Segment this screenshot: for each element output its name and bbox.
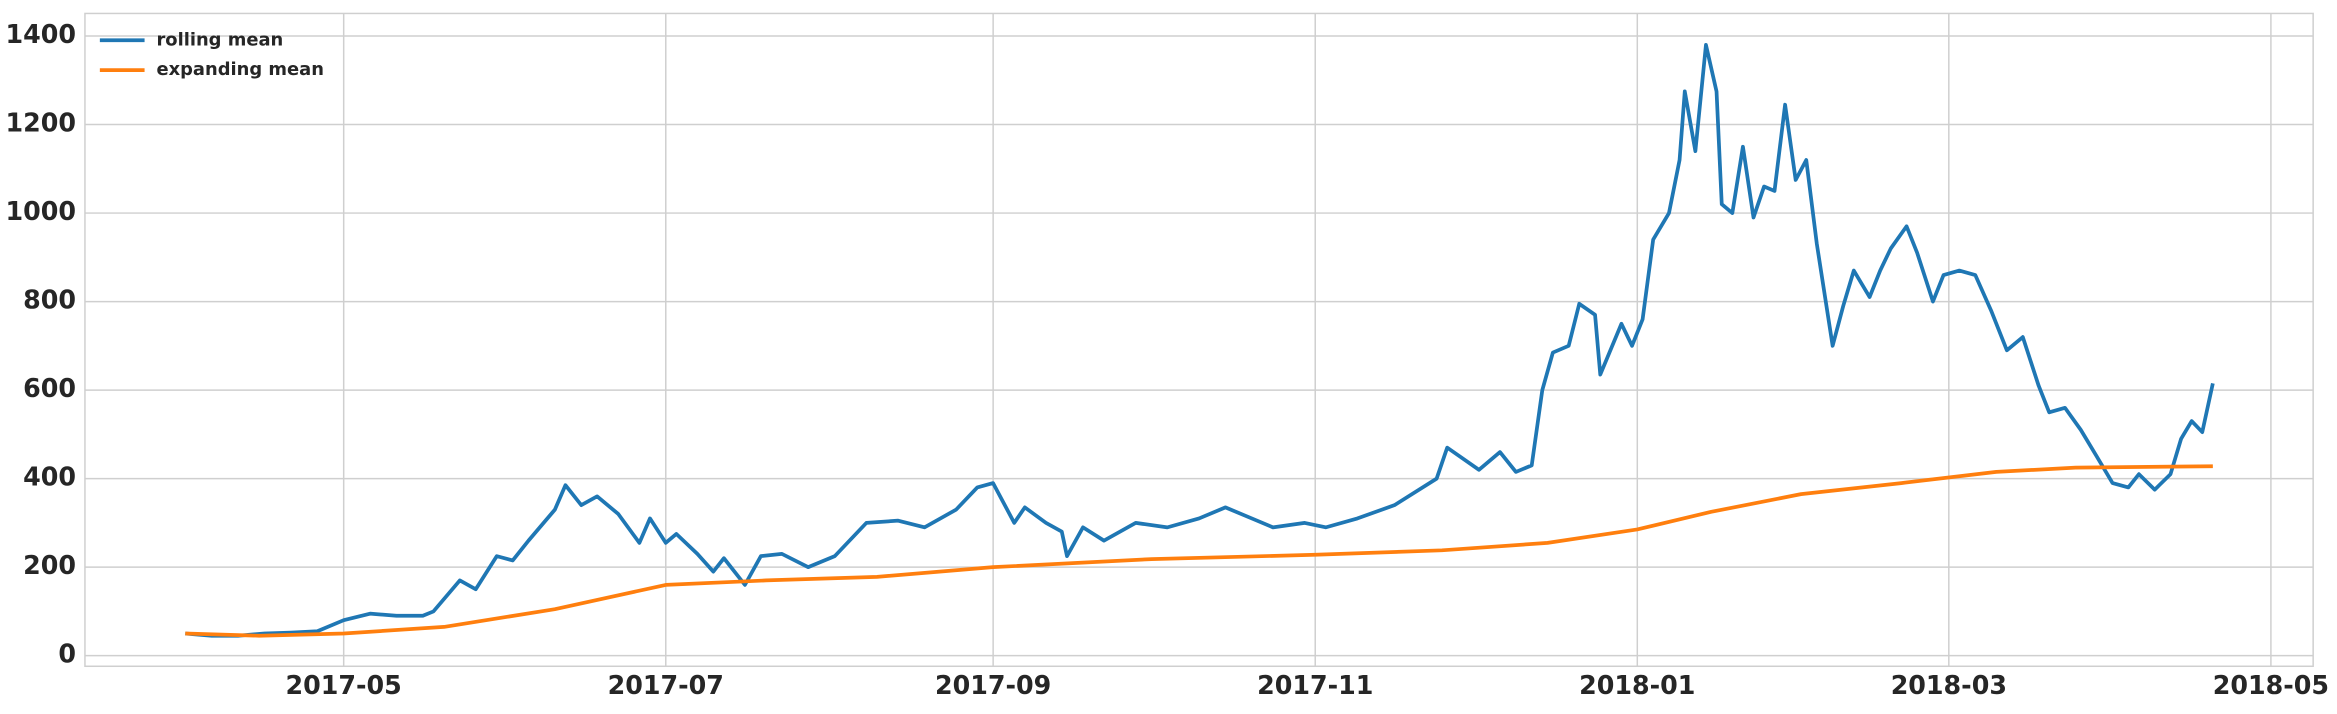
x-tick-label: 2018-05 [2213, 670, 2329, 700]
y-tick-label: 200 [23, 550, 76, 580]
line-series [185, 464, 2213, 638]
x-tick-label: 2017-05 [286, 670, 402, 700]
legend-label: expanding mean [156, 59, 323, 80]
x-tick-label: 2018-03 [1891, 670, 2007, 700]
y-tick-label: 400 [23, 462, 76, 492]
y-tick-label: 0 [58, 639, 76, 669]
y-tick-label: 1400 [6, 19, 76, 49]
plot-frame [84, 12, 2314, 668]
legend-label: rolling mean [156, 29, 283, 50]
y-tick-label: 1000 [6, 196, 76, 226]
y-tick-label: 600 [23, 373, 76, 403]
y-tick-label: 1200 [6, 108, 76, 138]
y-tick-label: 800 [23, 285, 76, 315]
x-tick-label: 2018-01 [1579, 670, 1695, 700]
x-tick-label: 2017-11 [1257, 670, 1373, 700]
x-tick-label: 2017-09 [935, 670, 1051, 700]
line-series [185, 43, 2215, 638]
x-tick-label: 2017-07 [608, 670, 724, 700]
